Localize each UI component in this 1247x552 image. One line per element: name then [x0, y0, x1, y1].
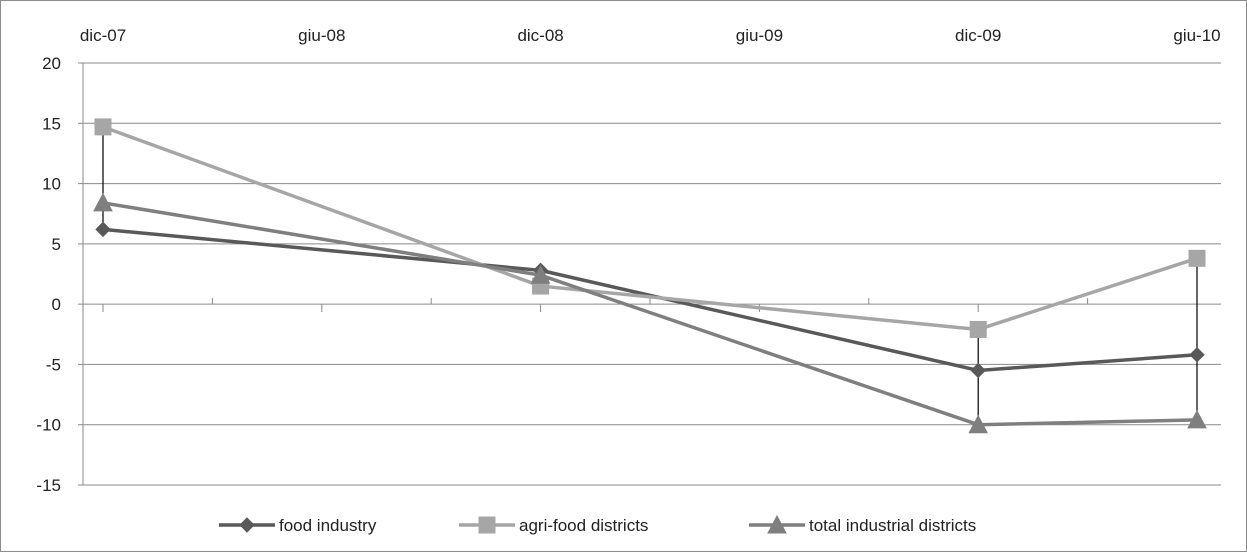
series-line-total-industrial-districts: [102, 201, 1198, 427]
legend-marker-total-industrial-districts: [767, 514, 787, 534]
data-point-agri-food-districts: [1188, 249, 1206, 267]
y-tick-label: 20: [42, 54, 61, 73]
data-point-total-industrial-districts: [968, 414, 989, 434]
data-point-food-industry: [95, 221, 111, 238]
data-point-total-industrial-districts: [93, 192, 113, 212]
x-tick-label: dic-09: [955, 26, 1001, 45]
x-tick-label: dic-08: [517, 26, 563, 45]
data-point-food-industry: [1189, 347, 1205, 363]
data-point-total-industrial-districts: [1187, 409, 1207, 429]
data-point-food-industry: [970, 362, 986, 379]
y-tick-label: 0: [52, 295, 61, 314]
x-tick-label: dic-07: [80, 26, 126, 45]
x-tick-label: giu-08: [298, 26, 345, 45]
y-tick-label: 15: [42, 114, 61, 133]
x-tick-label: giu-09: [736, 26, 783, 45]
legend-label-food-industry: food industry: [279, 516, 377, 535]
series-line-food-industry: [102, 227, 1198, 373]
legend-label-total-industrial-districts: total industrial districts: [809, 516, 976, 535]
data-point-agri-food-districts: [94, 118, 112, 136]
data-point-total-industrial-districts: [530, 265, 551, 284]
y-tick-label: 10: [42, 175, 61, 194]
x-tick-label: giu-10: [1173, 26, 1220, 45]
legend-marker-food-industry: [239, 517, 255, 533]
y-tick-label: 5: [52, 235, 61, 254]
y-tick-label: -15: [36, 476, 61, 495]
legend-label-agri-food-districts: agri-food districts: [519, 516, 648, 535]
series-line-agri-food-districts: [102, 125, 1198, 332]
y-tick-label: -5: [46, 355, 61, 374]
y-tick-label: -10: [36, 416, 61, 435]
data-point-agri-food-districts: [969, 320, 987, 338]
legend-marker-agri-food-districts: [478, 516, 496, 534]
